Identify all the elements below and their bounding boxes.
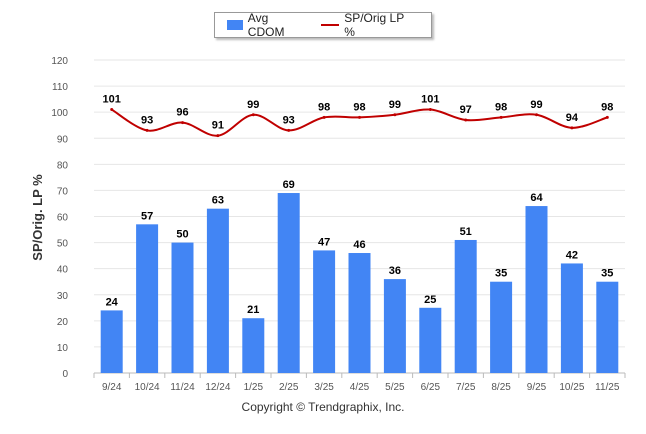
bar (348, 253, 371, 373)
legend-item-avg-cdom[interactable]: Avg CDOM (227, 11, 307, 39)
x-tick-label: 4/25 (350, 382, 370, 393)
y-tick-label: 0 (62, 369, 68, 380)
line-data-label: 94 (566, 112, 579, 124)
line-point (110, 108, 114, 112)
x-tick-label: 12/24 (205, 382, 230, 393)
x-tick-label: 5/25 (385, 382, 405, 393)
line-data-label: 93 (283, 114, 295, 126)
bar-data-label: 46 (353, 239, 365, 251)
line-point (393, 113, 397, 117)
line-point (216, 134, 220, 138)
line-data-label: 101 (103, 94, 121, 106)
line-point (181, 121, 184, 125)
x-tick-label: 10/25 (559, 382, 584, 393)
legend-bar-label: Avg CDOM (247, 11, 285, 39)
legend-item-sp-orig-lp[interactable]: SP/Orig LP % (321, 11, 417, 39)
bar-data-label: 63 (212, 195, 224, 207)
line-data-label: 91 (212, 120, 224, 132)
bar-data-label: 35 (601, 268, 613, 280)
y-axis-title: SP/Orig. LP % (30, 174, 45, 261)
bar (171, 242, 194, 373)
line-point (358, 115, 361, 119)
line-data-label: 99 (247, 99, 259, 111)
x-tick-label: 1/25 (244, 382, 264, 393)
legend: Avg CDOM SP/Orig LP % (214, 11, 432, 39)
x-tick-label: 10/24 (135, 382, 160, 393)
bar-data-label: 51 (460, 226, 472, 238)
line-data-label: 98 (601, 101, 613, 113)
x-tick-label: 9/24 (102, 382, 122, 393)
line-data-label: 93 (141, 114, 153, 126)
x-tick-label: 11/24 (170, 382, 195, 393)
y-tick-label: 50 (57, 239, 69, 250)
x-tick-label: 2/25 (279, 382, 299, 393)
bar (206, 208, 229, 373)
bar-data-label: 21 (247, 304, 259, 316)
bar-data-label: 36 (389, 265, 401, 277)
bar (313, 250, 336, 373)
line-point (428, 108, 432, 112)
bar (525, 206, 548, 373)
bar (490, 281, 513, 373)
x-tick-label: 7/25 (456, 382, 476, 393)
line-point (570, 126, 574, 130)
y-tick-label: 20 (57, 317, 69, 328)
y-tick-label: 10 (57, 343, 69, 354)
line-data-label: 98 (495, 101, 507, 113)
bar-data-label: 50 (176, 229, 188, 241)
y-tick-label: 30 (57, 291, 69, 302)
y-tick-label: 70 (57, 186, 69, 197)
bar (136, 224, 159, 373)
bar-data-label: 57 (141, 210, 153, 222)
y-tick-label: 40 (57, 265, 69, 276)
y-tick-label: 100 (51, 108, 68, 119)
line-point (251, 113, 255, 117)
y-tick-label: 60 (57, 213, 69, 224)
line-point (535, 113, 538, 117)
line-point (287, 128, 291, 132)
bar (100, 310, 123, 373)
line-data-label: 96 (176, 107, 188, 119)
line-data-label: 98 (318, 101, 330, 113)
bar (383, 279, 406, 373)
bar-data-label: 42 (566, 249, 578, 261)
bar (277, 193, 300, 373)
y-tick-label: 110 (52, 82, 68, 93)
copyright-footer: Copyright © Trendgraphix, Inc. (241, 400, 405, 414)
line-point (499, 115, 503, 119)
x-tick-label: 11/25 (595, 382, 620, 393)
bar-data-label: 35 (495, 268, 507, 280)
bar (596, 281, 619, 373)
bar (242, 318, 265, 373)
x-tick-label: 6/25 (421, 382, 441, 393)
line-data-label: 97 (460, 104, 472, 116)
bar (419, 307, 442, 373)
x-tick-label: 9/25 (527, 382, 547, 393)
x-tick-label: 3/25 (314, 382, 334, 393)
line-point (605, 115, 609, 119)
line-point (145, 128, 149, 132)
bar (454, 239, 477, 373)
y-tick-label: 80 (57, 160, 69, 171)
y-tick-label: 90 (57, 134, 69, 145)
line-data-label: 99 (530, 99, 542, 111)
x-tick-label: 8/25 (491, 382, 511, 393)
legend-bar-swatch (227, 20, 243, 30)
y-tick-label: 120 (51, 56, 68, 67)
line-data-label: 99 (389, 99, 401, 111)
bar-data-label: 64 (530, 192, 543, 204)
bar-data-label: 47 (318, 236, 330, 248)
line-data-label: 98 (353, 101, 365, 113)
bar (560, 263, 583, 373)
bar-data-label: 25 (424, 294, 436, 306)
legend-line-swatch (321, 24, 340, 26)
bar-data-label: 24 (106, 296, 119, 308)
line-data-label: 101 (421, 94, 439, 106)
line-point (464, 118, 468, 122)
bar-data-label: 69 (283, 179, 295, 191)
line-point (322, 115, 326, 119)
legend-line-label: SP/Orig LP % (344, 11, 404, 39)
